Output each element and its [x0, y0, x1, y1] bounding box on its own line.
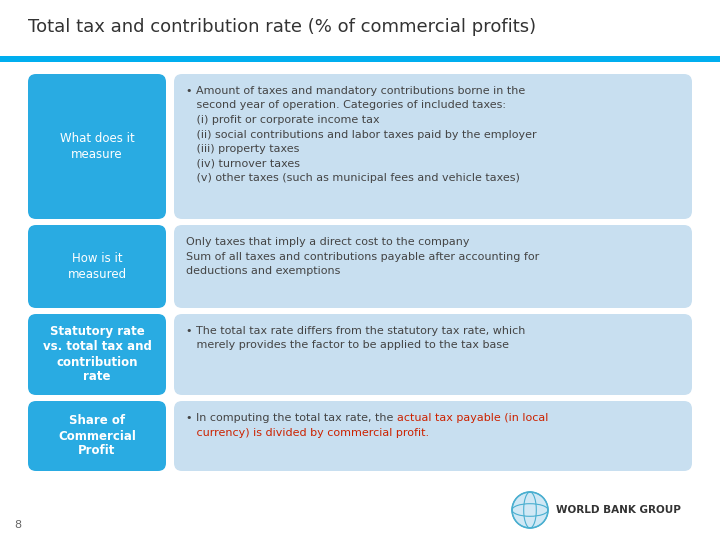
FancyBboxPatch shape [28, 314, 166, 395]
Text: (i) profit or corporate income tax: (i) profit or corporate income tax [186, 115, 379, 125]
Text: Share of
Commercial
Profit: Share of Commercial Profit [58, 415, 136, 457]
Text: currency) is divided by commercial profit.: currency) is divided by commercial profi… [186, 428, 429, 437]
FancyBboxPatch shape [28, 401, 166, 471]
Text: • In computing the total tax rate, the: • In computing the total tax rate, the [186, 413, 397, 423]
Text: What does it
measure: What does it measure [60, 132, 135, 160]
FancyBboxPatch shape [28, 225, 166, 308]
Bar [0, 56, 720, 62]
Text: Only taxes that imply a direct cost to the company: Only taxes that imply a direct cost to t… [186, 237, 469, 247]
FancyBboxPatch shape [174, 314, 692, 395]
Text: • Amount of taxes and mandatory contributions borne in the: • Amount of taxes and mandatory contribu… [186, 86, 526, 96]
Text: Statutory rate
vs. total tax and
contribution
rate: Statutory rate vs. total tax and contrib… [42, 326, 151, 383]
FancyBboxPatch shape [174, 401, 692, 471]
Text: (iii) property taxes: (iii) property taxes [186, 144, 300, 154]
Text: (v) other taxes (such as municipal fees and vehicle taxes): (v) other taxes (such as municipal fees … [186, 173, 520, 183]
FancyBboxPatch shape [174, 225, 692, 308]
Text: (ii) social contributions and labor taxes paid by the employer: (ii) social contributions and labor taxe… [186, 130, 536, 139]
Text: (iv) turnover taxes: (iv) turnover taxes [186, 159, 300, 168]
Text: How is it
measured: How is it measured [68, 253, 127, 280]
Text: second year of operation. Categories of included taxes:: second year of operation. Categories of … [186, 100, 506, 111]
Text: deductions and exemptions: deductions and exemptions [186, 266, 341, 276]
Circle shape [512, 492, 548, 528]
Text: Sum of all taxes and contributions payable after accounting for: Sum of all taxes and contributions payab… [186, 252, 539, 261]
Text: 8: 8 [14, 520, 21, 530]
Text: merely provides the factor to be applied to the tax base: merely provides the factor to be applied… [186, 341, 509, 350]
Text: WORLD BANK GROUP: WORLD BANK GROUP [556, 505, 681, 515]
FancyBboxPatch shape [174, 74, 692, 219]
Text: Total tax and contribution rate (% of commercial profits): Total tax and contribution rate (% of co… [28, 18, 536, 36]
FancyBboxPatch shape [28, 74, 166, 219]
Text: • The total tax rate differs from the statutory tax rate, which: • The total tax rate differs from the st… [186, 326, 526, 336]
Text: actual tax payable (in local: actual tax payable (in local [397, 413, 548, 423]
